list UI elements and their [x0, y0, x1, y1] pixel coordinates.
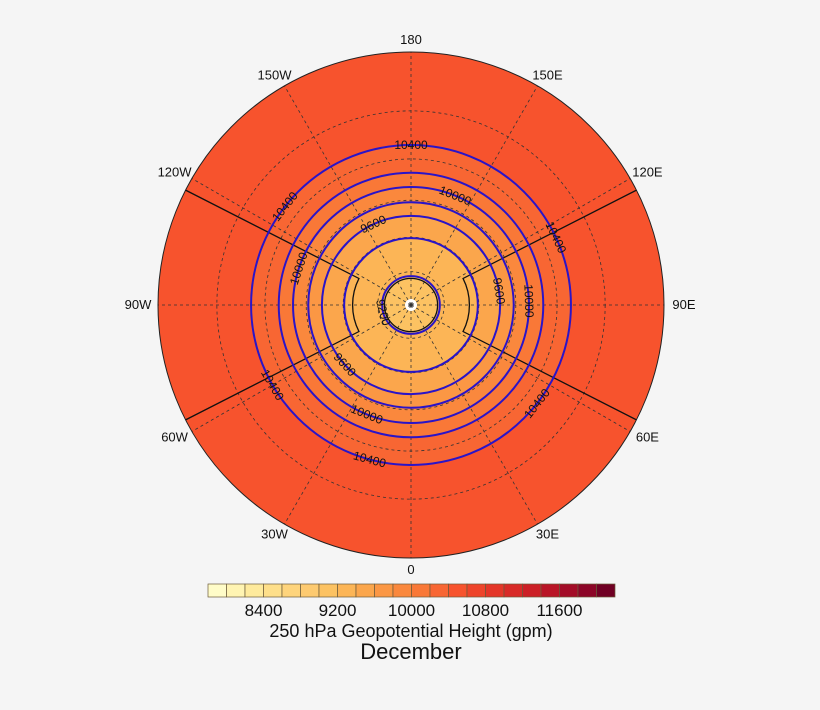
colorbar-swatch — [559, 583, 579, 598]
longitude-label: 30W — [261, 526, 288, 541]
longitude-label: 180 — [400, 32, 422, 47]
colorbar-swatch — [596, 583, 616, 598]
colorbar-tick-label: 10800 — [462, 601, 509, 620]
colorbar-swatch — [263, 583, 283, 598]
longitude-label: 0 — [407, 562, 414, 577]
longitude-label: 150W — [258, 68, 293, 83]
meridian-line — [284, 85, 412, 306]
longitude-label: 150E — [532, 68, 563, 83]
colorbar-tick-label: 9200 — [319, 601, 357, 620]
contour-10200 — [277, 171, 545, 439]
meridian-line — [410, 304, 631, 432]
colorbar-swatch — [318, 583, 338, 598]
contour-10400 — [250, 144, 572, 466]
colorbar-swatch — [466, 583, 486, 598]
contour-9400 — [343, 237, 479, 373]
meridian-line — [410, 85, 538, 306]
graticule — [157, 51, 665, 559]
colorbar-swatch — [429, 583, 449, 598]
colorbar-label: 250 hPa Geopotential Height (gpm) — [269, 621, 552, 641]
longitude-label: 60E — [636, 430, 659, 445]
colorbar-swatch — [485, 583, 505, 598]
contour-lines — [250, 144, 572, 466]
longitude-labels: 180 150E 120E 90E 60E 30E 0 30W 60W 90W 120W 150W — [125, 32, 696, 577]
colorbar-swatch — [244, 583, 264, 598]
colorbar-swatch — [207, 583, 227, 598]
contour-label: 10000 — [521, 284, 536, 318]
longitude-label: 30E — [536, 526, 559, 541]
colorbar-swatch — [522, 583, 542, 598]
region-box — [185, 189, 360, 421]
contour-9800 — [307, 201, 515, 409]
colorbar-swatch — [300, 583, 320, 598]
colorbar-swatch — [374, 583, 394, 598]
contour-label: 9600 — [490, 277, 508, 306]
contour-label: 9200 — [373, 298, 394, 328]
colorbar-swatch — [411, 583, 431, 598]
latitude-circle — [377, 271, 445, 339]
region-box — [462, 189, 637, 421]
contour-9200 — [381, 275, 441, 335]
colorbar-tick-label: 10000 — [388, 601, 435, 620]
polar-circle — [383, 277, 439, 333]
colorbar-swatch — [577, 583, 597, 598]
longitude-label: 90E — [672, 297, 695, 312]
contour-10000 — [292, 186, 530, 424]
meridian-line — [191, 178, 412, 306]
contour-label: 10400 — [394, 138, 428, 152]
colorbar-swatch — [503, 583, 523, 598]
colorbar-swatch — [540, 583, 560, 598]
longitude-label: 60W — [161, 430, 188, 445]
map-border — [157, 51, 665, 559]
colorbar-swatch — [355, 583, 375, 598]
longitude-label: 120E — [632, 165, 663, 180]
meridian-line — [410, 304, 538, 525]
meridian-line — [284, 304, 412, 525]
plot-title: December — [360, 639, 461, 664]
contour-9600 — [320, 214, 502, 396]
colorbar-swatch — [226, 583, 246, 598]
colorbar-swatch — [337, 583, 357, 598]
meridian-line — [410, 178, 631, 306]
colorbar-swatch — [448, 583, 468, 598]
colorbar-swatch — [392, 583, 412, 598]
colorbar-tick-label: 8400 — [245, 601, 283, 620]
colorbar-tick-label: 11600 — [536, 601, 582, 620]
region-boxes — [185, 189, 637, 421]
meridian-line — [191, 304, 412, 432]
colorbar-swatch — [281, 583, 301, 598]
longitude-label: 120W — [158, 165, 193, 180]
longitude-label: 90W — [125, 297, 152, 312]
colorbar: 8400 9200 10000 10800 11600 — [207, 583, 616, 620]
